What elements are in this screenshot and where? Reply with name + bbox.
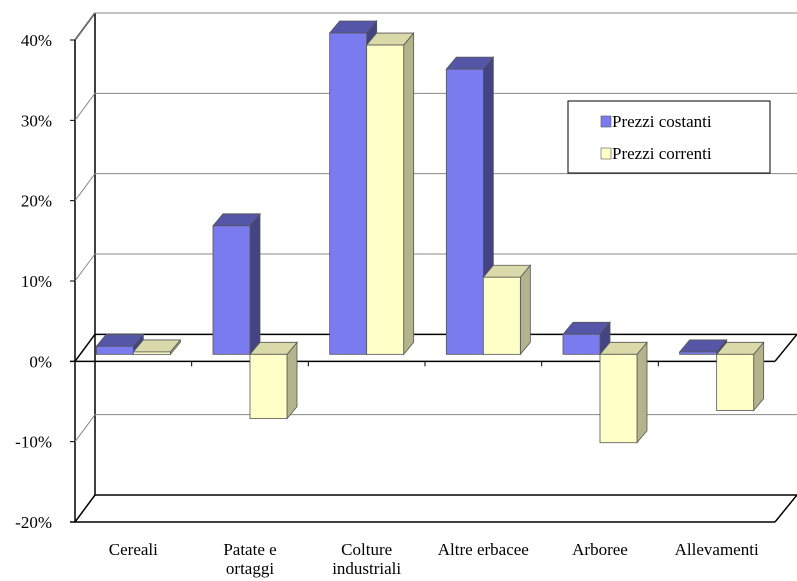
grid-line-side: [74, 494, 96, 523]
bar: [562, 333, 601, 355]
bar: [445, 68, 484, 355]
bar: [482, 276, 521, 355]
legend-label: Prezzi correnti: [612, 144, 712, 163]
bar-side: [519, 264, 531, 356]
bar-side: [249, 212, 261, 356]
bar: [212, 225, 251, 355]
x-tick-label: Colture industriali: [332, 540, 401, 578]
bar: [132, 351, 171, 355]
grid-line-side: [74, 12, 96, 41]
bar-side: [286, 341, 298, 420]
axis-line: [774, 494, 797, 523]
grid-line-side: [74, 93, 96, 121]
x-tick-label: Altre erbacee: [438, 540, 529, 559]
y-tick-label: 30%: [21, 111, 52, 130]
y-tick-label: 0%: [29, 352, 52, 371]
bar: [249, 353, 288, 420]
bar: [599, 353, 638, 444]
bar: [679, 351, 718, 355]
bar: [95, 345, 134, 355]
legend-swatch: [600, 115, 612, 128]
legend-box: [567, 100, 771, 174]
x-tick-label: Allevamenti: [675, 540, 759, 559]
bar: [366, 44, 405, 355]
y-tick-label: -20%: [15, 513, 52, 532]
legend-label: Prezzi costanti: [612, 112, 712, 131]
bar: [329, 32, 368, 355]
grid-line-side: [74, 333, 96, 362]
y-tick-label: 10%: [21, 272, 52, 291]
bar-side: [403, 31, 415, 356]
y-tick-label: -10%: [15, 433, 52, 452]
x-tick-label: Arboree: [572, 540, 628, 559]
y-tick-label: 40%: [21, 31, 52, 50]
bar: [716, 353, 755, 411]
y-tick-label: 20%: [21, 192, 52, 211]
x-tick-label: Patate e ortaggi: [223, 540, 276, 578]
grid-line-side: [74, 253, 96, 282]
grid-line-side: [74, 173, 96, 201]
legend-swatch: [600, 147, 612, 160]
x-tick-label: Cereali: [109, 540, 158, 559]
grid-line-side: [74, 414, 96, 442]
bar-side: [636, 341, 648, 444]
axis-line: [774, 333, 797, 362]
